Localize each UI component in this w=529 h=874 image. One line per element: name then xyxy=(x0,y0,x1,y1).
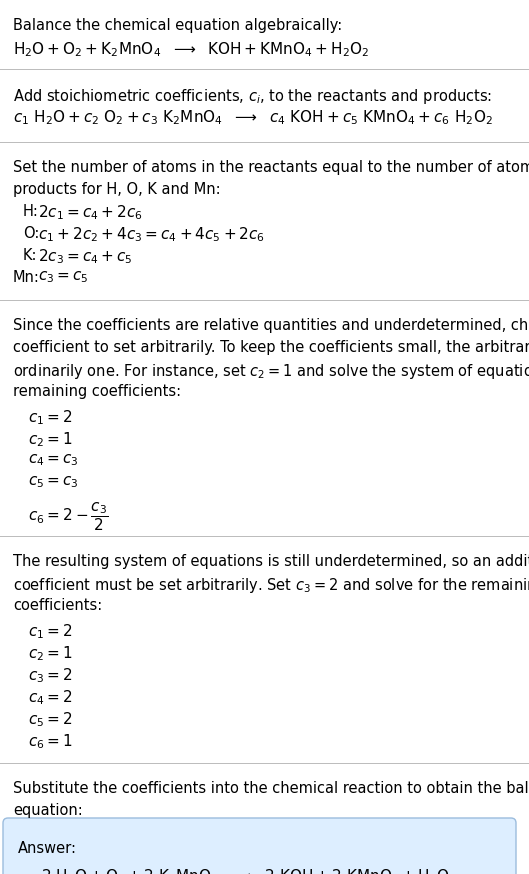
Text: Mn:: Mn: xyxy=(13,269,40,285)
Text: $c_3 = 2$: $c_3 = 2$ xyxy=(28,666,72,685)
Text: $2c_1 = c_4 + 2c_6$: $2c_1 = c_4 + 2c_6$ xyxy=(38,204,143,222)
Text: $c_1 = 2$: $c_1 = 2$ xyxy=(28,622,72,642)
Text: remaining coefficients:: remaining coefficients: xyxy=(13,385,181,399)
Text: K:: K: xyxy=(23,247,38,262)
Text: Since the coefficients are relative quantities and underdetermined, choose a: Since the coefficients are relative quan… xyxy=(13,318,529,333)
Text: coefficient to set arbitrarily. To keep the coefficients small, the arbitrary va: coefficient to set arbitrarily. To keep … xyxy=(13,340,529,356)
Text: The resulting system of equations is still underdetermined, so an additional: The resulting system of equations is sti… xyxy=(13,554,529,569)
Text: $\mathrm{H_2O + O_2 + K_2MnO_4}$  $\longrightarrow$  $\mathrm{KOH + KMnO_4 + H_2: $\mathrm{H_2O + O_2 + K_2MnO_4}$ $\longr… xyxy=(13,40,369,59)
Text: $2c_3 = c_4 + c_5$: $2c_3 = c_4 + c_5$ xyxy=(38,247,133,267)
Text: $c_1 + 2c_2 + 4c_3 = c_4 + 4c_5 + 2c_6$: $c_1 + 2c_2 + 4c_3 = c_4 + 4c_5 + 2c_6$ xyxy=(38,225,265,245)
Text: $c_6 = 1$: $c_6 = 1$ xyxy=(28,732,72,751)
Text: coefficient must be set arbitrarily. Set $c_3 = 2$ and solve for the remaining: coefficient must be set arbitrarily. Set… xyxy=(13,576,529,595)
Text: $c_2 = 1$: $c_2 = 1$ xyxy=(28,644,72,663)
Text: $c_4 = c_3$: $c_4 = c_3$ xyxy=(28,453,79,468)
Text: $c_1\ \mathrm{H_2O} + c_2\ \mathrm{O_2} + c_3\ \mathrm{K_2MnO_4}$  $\longrightar: $c_1\ \mathrm{H_2O} + c_2\ \mathrm{O_2} … xyxy=(13,108,493,128)
Text: Add stoichiometric coefficients, $c_i$, to the reactants and products:: Add stoichiometric coefficients, $c_i$, … xyxy=(13,87,492,106)
Text: H:: H: xyxy=(23,204,39,218)
Text: $2\ \mathrm{H_2O + O_2 + 2\ K_2MnO_4}$  $\longrightarrow$  $2\ \mathrm{KOH + 2\ : $2\ \mathrm{H_2O + O_2 + 2\ K_2MnO_4}$ $… xyxy=(41,867,456,874)
Text: products for H, O, K and Mn:: products for H, O, K and Mn: xyxy=(13,182,221,197)
Text: $c_5 = c_3$: $c_5 = c_3$ xyxy=(28,475,79,490)
Text: Balance the chemical equation algebraically:: Balance the chemical equation algebraica… xyxy=(13,18,342,33)
Text: equation:: equation: xyxy=(13,803,83,818)
Text: $c_5 = 2$: $c_5 = 2$ xyxy=(28,711,72,729)
Text: $c_1 = 2$: $c_1 = 2$ xyxy=(28,409,72,427)
Text: $c_3 = c_5$: $c_3 = c_5$ xyxy=(38,269,88,285)
Text: $c_6 = 2 - \dfrac{c_3}{2}$: $c_6 = 2 - \dfrac{c_3}{2}$ xyxy=(28,501,108,533)
Text: $c_2 = 1$: $c_2 = 1$ xyxy=(28,431,72,449)
Text: Substitute the coefficients into the chemical reaction to obtain the balanced: Substitute the coefficients into the che… xyxy=(13,781,529,796)
Text: Answer:: Answer: xyxy=(18,841,77,856)
Text: ordinarily one. For instance, set $c_2 = 1$ and solve the system of equations fo: ordinarily one. For instance, set $c_2 =… xyxy=(13,363,529,381)
Text: Set the number of atoms in the reactants equal to the number of atoms in the: Set the number of atoms in the reactants… xyxy=(13,160,529,175)
FancyBboxPatch shape xyxy=(3,818,516,874)
Text: $c_4 = 2$: $c_4 = 2$ xyxy=(28,689,72,707)
Text: coefficients:: coefficients: xyxy=(13,598,102,614)
Text: O:: O: xyxy=(23,225,39,240)
